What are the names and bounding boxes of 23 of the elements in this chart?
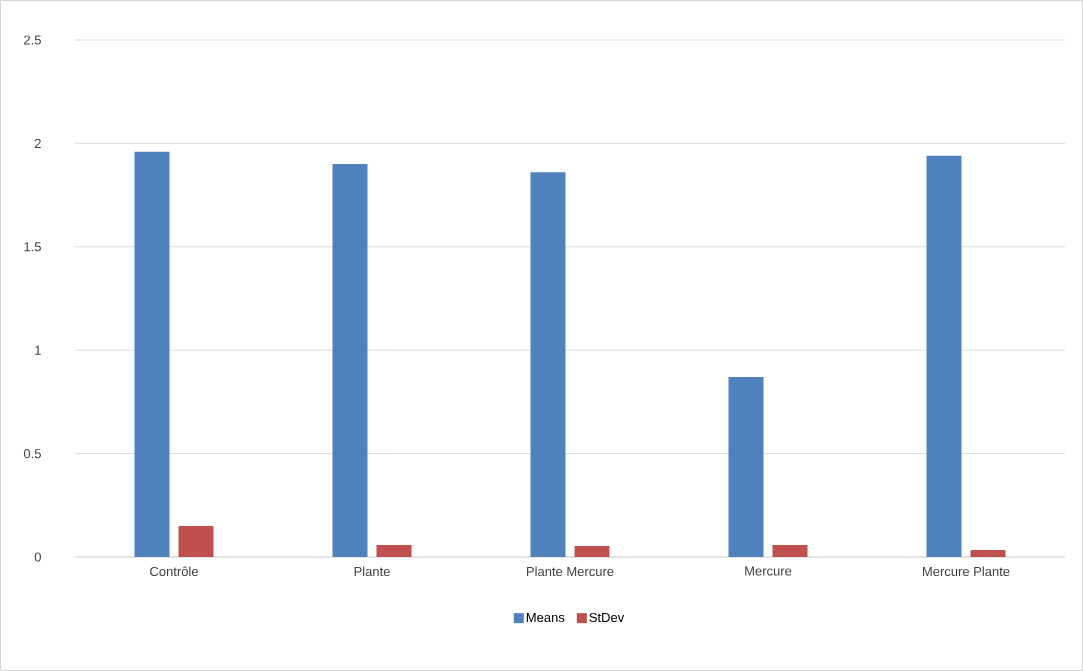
- bar: [772, 545, 808, 557]
- x-tick-label: Plante: [354, 566, 390, 577]
- x-tick-label: Plante Mercure: [526, 566, 614, 577]
- x-tick-label: Contrôle: [150, 566, 198, 577]
- y-tick-label: 1.5: [24, 242, 41, 252]
- bar: [332, 164, 368, 557]
- y-tick-label: 0.5: [23, 448, 41, 459]
- legend-label: Means: [526, 612, 565, 623]
- bar: [178, 525, 214, 557]
- bar: [728, 377, 764, 557]
- y-tick-label: 0: [34, 552, 41, 562]
- y-tick-label: 1: [35, 345, 41, 355]
- bar: [970, 549, 1006, 557]
- y-tick-label: 2: [34, 138, 41, 148]
- y-tick-label: 2.5: [24, 35, 41, 45]
- bar: [926, 155, 962, 557]
- bar: [134, 151, 170, 557]
- bar: [530, 172, 566, 557]
- legend-label: StDev: [589, 612, 625, 623]
- bar: [574, 546, 610, 557]
- bar: [376, 545, 412, 557]
- x-tick-label: Mercure Plante: [922, 566, 1010, 577]
- x-tick-label: Mercure: [745, 566, 792, 576]
